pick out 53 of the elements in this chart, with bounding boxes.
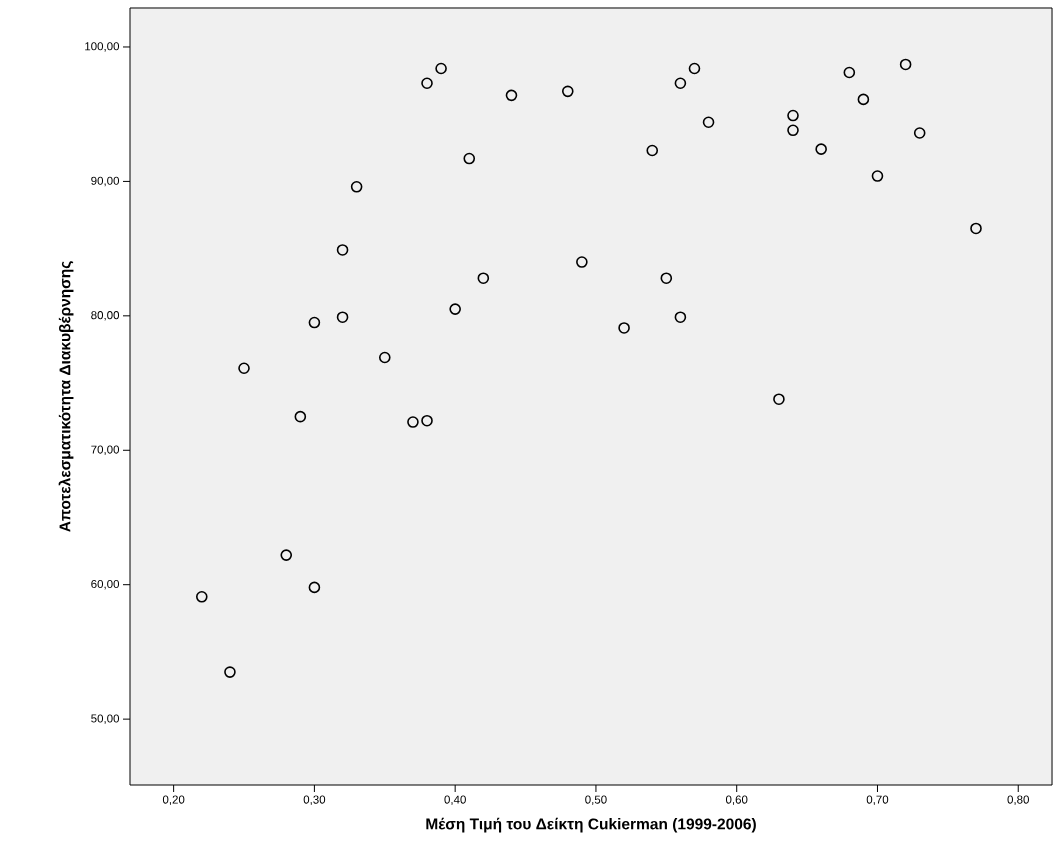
point — [913, 127, 926, 139]
point — [308, 316, 321, 329]
point — [280, 549, 293, 561]
point — [449, 303, 461, 315]
y-tick-label: 50,00 — [91, 714, 120, 724]
point — [871, 170, 884, 182]
point — [815, 143, 827, 155]
point — [435, 62, 447, 75]
point — [899, 58, 912, 71]
point — [224, 666, 236, 678]
point — [576, 256, 588, 268]
point — [378, 351, 391, 364]
y-tick-label: 80,00 — [91, 311, 120, 321]
point — [421, 77, 433, 90]
point — [646, 144, 659, 157]
point — [787, 109, 799, 122]
point — [407, 416, 419, 428]
x-tick-label: 0,30 — [303, 795, 326, 806]
point — [660, 272, 673, 284]
point — [463, 152, 476, 165]
point — [674, 311, 687, 323]
x-tick-label: 0,60 — [725, 795, 748, 806]
y-tick-label: 60,00 — [91, 579, 120, 590]
point — [787, 124, 799, 137]
point — [674, 77, 687, 90]
point — [421, 414, 433, 427]
x-axis-title: Μέση Τιμή του Δείκτη Cukierman (1999-2006) — [426, 817, 756, 833]
point — [294, 410, 307, 423]
point — [688, 62, 701, 75]
point — [773, 393, 785, 405]
point — [561, 85, 574, 98]
x-tick-label: 0,20 — [162, 795, 185, 806]
x-tick-label: 0,80 — [1007, 795, 1029, 806]
x-tick-label: 0,40 — [444, 795, 466, 806]
point — [505, 89, 518, 102]
y-tick-label: 90,00 — [91, 176, 120, 187]
point — [843, 66, 856, 79]
point — [195, 591, 208, 603]
point — [702, 116, 715, 129]
y-tick-label: 100,00 — [85, 42, 120, 52]
point — [857, 93, 870, 106]
point — [336, 244, 349, 256]
x-tick-label: 0,50 — [585, 795, 607, 806]
y-tick-label: 70,00 — [91, 445, 120, 456]
point — [350, 180, 363, 193]
point — [238, 362, 250, 375]
point — [308, 581, 321, 594]
point — [336, 311, 349, 323]
point — [618, 322, 630, 334]
y-axis-title: Αποτελεσματικότητα Διακυβέρνησης — [58, 261, 74, 532]
point — [477, 272, 490, 284]
point — [970, 222, 982, 235]
x-tick-label: 0,70 — [866, 795, 889, 806]
